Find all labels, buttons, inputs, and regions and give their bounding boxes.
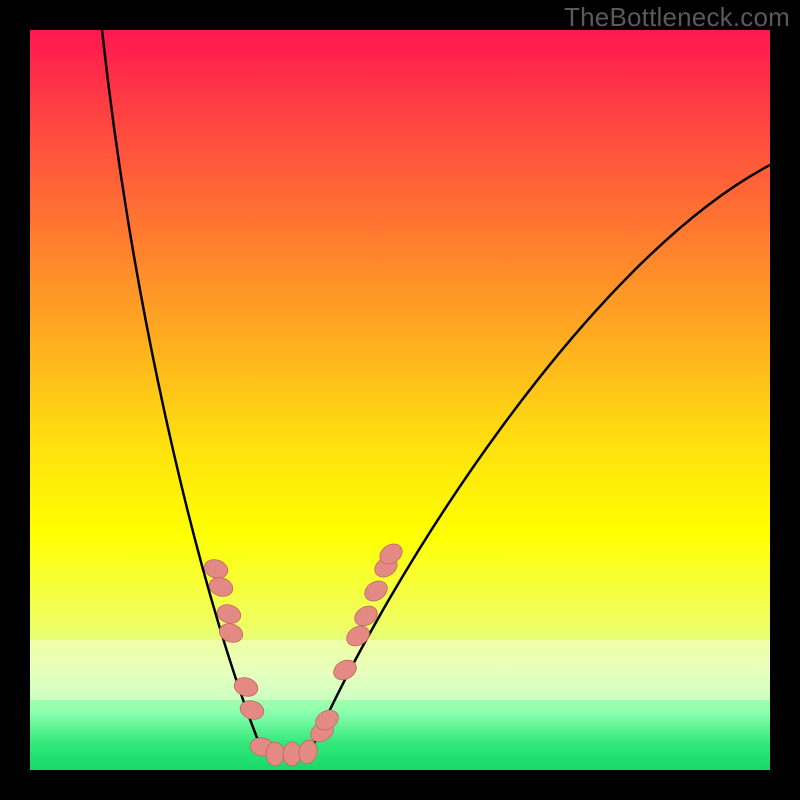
watermark-text: TheBottleneck.com	[564, 2, 790, 33]
bead-marker	[266, 742, 284, 766]
highlight-band	[30, 640, 770, 700]
chart-svg	[30, 30, 770, 770]
figure-root: TheBottleneck.com	[0, 0, 800, 800]
bead-marker	[283, 742, 301, 766]
plot-area	[30, 30, 770, 770]
